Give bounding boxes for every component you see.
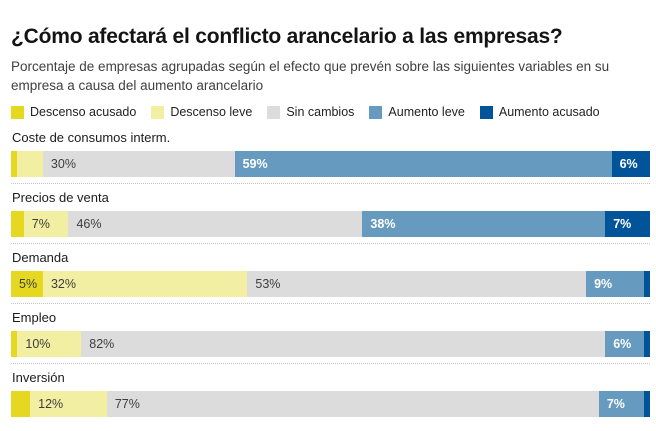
segment-value-label: 7% [606,397,625,412]
bar-segment-descenso-acusado[interactable]: 5% [11,271,43,298]
segment-value-label: 38% [370,217,396,232]
bar-segment-aumento-acusado[interactable] [643,391,650,418]
legend: Descenso acusado Descenso leve Sin cambios… [11,105,650,119]
chart-body: Coste de consumos interm. 30% 59% 6% Precios… [11,130,650,418]
bar-segment-descenso-leve[interactable]: 12% [30,391,107,418]
legend-label: Aumento leve [388,105,465,120]
bar-segment-sin-cambios[interactable]: 46% [68,211,363,238]
segment-value-label: 7% [31,217,50,232]
segment-value-label: 12% [38,397,64,412]
segment-value-label: 6% [619,157,638,172]
legend-swatch [11,105,24,119]
legend-item: Sin cambios [267,105,354,119]
bar-segment-descenso-acusado[interactable] [11,391,31,418]
chart-subtitle: Porcentaje de empresas agrupadas según e… [11,59,610,93]
category-label: Coste de consumos interm. [12,130,171,146]
bar-segment-descenso-leve[interactable]: 32% [42,271,248,298]
legend-item: Aumento leve [369,105,465,120]
segment-value-label: 5% [19,277,38,292]
segment-value-label: 77% [114,397,140,412]
stacked-bar: 30% 59% 6% [11,151,650,178]
bar-segment-descenso-acusado[interactable] [11,211,24,238]
segment-value-label: 53% [255,277,281,292]
legend-label: Aumento acusado [498,105,600,120]
stacked-bar: 12% 77% 7% [11,391,650,418]
segment-value-label: 46% [76,217,102,232]
legend-swatch [369,105,383,119]
row-separator [11,243,650,245]
legend-label: Sin cambios [286,105,355,120]
chart-title: ¿Cómo afectará el conflicto arancelario … [11,25,563,48]
bar-segment-aumento-leve[interactable]: 9% [586,271,644,298]
bar-segment-aumento-leve[interactable]: 59% [234,151,612,178]
segment-value-label: 6% [613,337,632,352]
legend-item: Descenso leve [151,105,252,119]
legend-swatch [479,105,493,119]
bar-segment-aumento-leve[interactable]: 7% [598,391,644,418]
bar-row: Inversión 12% 77% 7% [11,370,650,418]
legend-swatch [151,105,165,119]
segment-value-label: 59% [242,157,268,172]
segment-value-label: 7% [613,217,632,232]
legend-label: Descenso leve [170,105,253,120]
stacked-bar: 10% 82% 6% [11,331,650,358]
legend-swatch [267,105,281,119]
category-label: Demanda [12,250,69,266]
legend-item: Descenso acusado [11,105,136,119]
bar-segment-aumento-leve[interactable]: 6% [605,331,644,358]
segment-value-label: 10% [25,337,51,352]
segment-value-label: 32% [50,277,76,292]
bar-segment-aumento-leve[interactable]: 38% [362,211,606,238]
bar-segment-sin-cambios[interactable]: 30% [42,151,235,178]
bar-row: Empleo 10% 82% 6% [11,310,650,358]
category-label: Inversión [12,370,65,386]
bar-segment-descenso-acusado[interactable] [11,331,18,358]
stacked-bar: 7% 46% 38% 7% [11,211,650,238]
bar-row: Demanda 5% 32% 53% 9% [11,250,650,298]
segment-value-label: 30% [50,157,76,172]
category-label: Precios de venta [12,190,109,206]
segment-value-label: 82% [89,337,115,352]
bar-segment-descenso-leve[interactable]: 7% [23,211,69,238]
category-label: Empleo [12,310,57,326]
bar-row: Precios de venta 7% 46% 38% 7% [11,190,650,238]
bar-segment-sin-cambios[interactable]: 77% [106,391,599,418]
legend-item: Aumento acusado [479,105,600,120]
bar-row: Coste de consumos interm. 30% 59% 6% [11,130,650,178]
bar-segment-descenso-leve[interactable]: 10% [17,331,82,358]
bar-segment-descenso-leve[interactable] [17,151,43,178]
legend-label: Descenso acusado [30,105,137,120]
bar-segment-aumento-acusado[interactable] [643,331,650,358]
bar-segment-descenso-acusado[interactable] [11,151,18,178]
bar-segment-aumento-acusado[interactable]: 6% [611,151,650,178]
bar-segment-sin-cambios[interactable]: 53% [247,271,587,298]
row-separator [11,183,650,185]
segment-value-label: 9% [594,277,613,292]
bar-segment-aumento-acusado[interactable] [643,271,650,298]
stacked-bar: 5% 32% 53% 9% [11,271,650,298]
row-separator [11,363,650,365]
bar-segment-aumento-acusado[interactable]: 7% [605,211,650,238]
row-separator [11,303,650,305]
bar-segment-sin-cambios[interactable]: 82% [81,331,606,358]
